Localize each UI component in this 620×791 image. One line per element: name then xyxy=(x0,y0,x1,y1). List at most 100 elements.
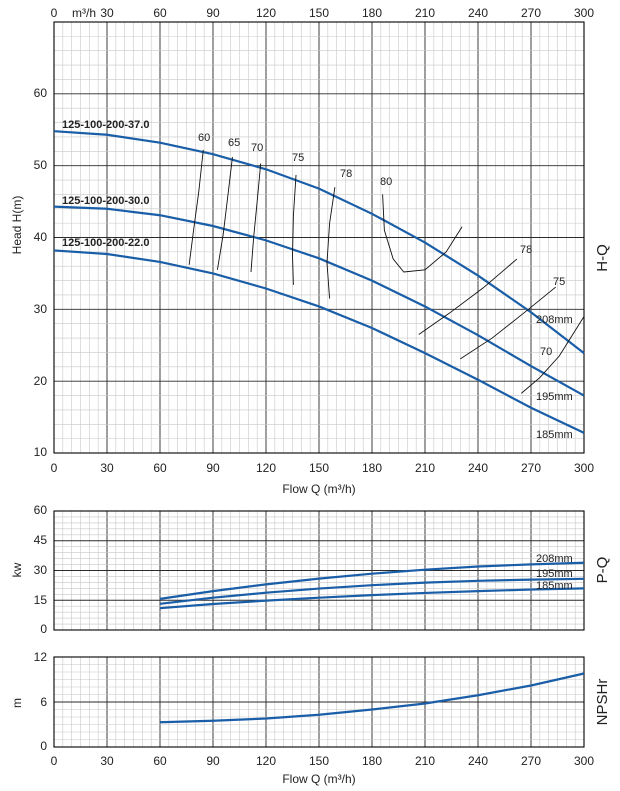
top-tick-60: 60 xyxy=(153,6,167,20)
hq-ytick-50: 50 xyxy=(34,158,48,172)
npsh-x-label: Flow Q (m³/h) xyxy=(282,772,355,786)
curve-layer xyxy=(53,130,585,724)
hq-diam-label-195: 195mm xyxy=(536,391,573,403)
panel-frame xyxy=(53,21,585,454)
eff-label-70: 70 xyxy=(251,142,263,154)
hq-xtick-240: 240 xyxy=(468,461,488,475)
top-tick-180: 180 xyxy=(362,6,382,20)
hq-ytick-40: 40 xyxy=(34,230,48,244)
hq-diam-label-208: 208mm xyxy=(536,314,573,326)
hq-xtick-120: 120 xyxy=(256,461,276,475)
series-line-h-q-0 xyxy=(53,130,585,355)
hq-panel-label: H-Q xyxy=(594,244,611,272)
npsh-xtick-120: 120 xyxy=(256,754,276,768)
hq-xtick-300: 300 xyxy=(574,461,594,475)
series-line-npshr-0 xyxy=(159,672,585,724)
hq-xtick-150: 150 xyxy=(309,461,329,475)
npsh-x-axis: 0 30 60 90 120 150 180 210 240 270 300 xyxy=(51,754,595,768)
series-line-p-q-0 xyxy=(159,561,585,600)
eff-label-75: 75 xyxy=(292,152,304,164)
pq-ytick-15: 15 xyxy=(34,593,48,607)
hq-x-axis: 0 30 60 90 120 150 180 210 240 270 300 xyxy=(51,461,595,475)
npsh-y-axis: 0 6 12 xyxy=(34,650,48,753)
npsh-xtick-60: 60 xyxy=(153,754,167,768)
top-tick-210: 210 xyxy=(415,6,435,20)
npsh-xtick-90: 90 xyxy=(206,754,220,768)
top-axis: 0 m³/h 30 60 90 120 150 180 210 240 270 … xyxy=(51,6,595,20)
efficiency-line-60-0 xyxy=(188,149,204,265)
hq-y-label: Head H(m) xyxy=(10,196,24,255)
efficiency-line-78-4 xyxy=(326,187,336,299)
series-line-p-q-1 xyxy=(159,577,585,605)
grid-layer xyxy=(53,21,585,748)
top-tick-270: 270 xyxy=(521,6,541,20)
eff-label-65: 65 xyxy=(228,137,240,149)
series-group-p-q xyxy=(159,561,585,610)
hq-ytick-30: 30 xyxy=(34,302,48,316)
pq-label-195: 195mm xyxy=(536,568,573,580)
hq-series-label-22: 125-100-200-22.0 xyxy=(62,237,149,249)
hq-xtick-90: 90 xyxy=(206,461,220,475)
pq-y-axis: 0 15 30 45 60 xyxy=(34,503,48,636)
eff-label-80: 80 xyxy=(380,176,392,188)
top-tick-120: 120 xyxy=(256,6,276,20)
npsh-xtick-300: 300 xyxy=(574,754,594,768)
hq-series-label-30: 125-100-200-30.0 xyxy=(62,195,149,207)
top-tick-300: 300 xyxy=(574,6,594,20)
top-tick-30: 30 xyxy=(100,6,114,20)
series-group-h-q xyxy=(53,130,585,434)
series-line-h-q-2 xyxy=(53,249,585,434)
efficiency-line-65-1 xyxy=(216,156,233,270)
top-tick-150: 150 xyxy=(309,6,329,20)
pq-ytick-30: 30 xyxy=(34,563,48,577)
hq-xtick-30: 30 xyxy=(100,461,114,475)
hq-ytick-10: 10 xyxy=(34,445,48,459)
pq-panel-label: P-Q xyxy=(594,557,611,584)
efficiency-line-70-8 xyxy=(520,316,585,394)
npsh-xtick-270: 270 xyxy=(521,754,541,768)
efficiency-line-80-5 xyxy=(382,194,463,273)
efficiency-line-75-3 xyxy=(292,174,297,285)
pq-y-label: kw xyxy=(10,562,24,577)
npsh-y-label: m xyxy=(10,698,24,708)
hq-series-label-37: 125-100-200-37.0 xyxy=(62,119,149,131)
pq-label-185: 185mm xyxy=(536,580,573,592)
panel-grid-h-q xyxy=(53,21,585,454)
npsh-xtick-210: 210 xyxy=(415,754,435,768)
eff-label-78-right: 78 xyxy=(520,244,532,256)
hq-y-axis: 10 20 30 40 50 60 xyxy=(34,86,48,459)
hq-xtick-180: 180 xyxy=(362,461,382,475)
eff-label-75-right: 75 xyxy=(553,276,565,288)
top-axis-unit: m³/h xyxy=(72,6,96,20)
panel-grid-p-q xyxy=(53,510,585,631)
panel-grid-npshr xyxy=(53,656,585,748)
npsh-ytick-0: 0 xyxy=(40,739,47,753)
top-tick-90: 90 xyxy=(206,6,220,20)
npsh-panel-label: NPSHr xyxy=(594,679,611,726)
npsh-xtick-180: 180 xyxy=(362,754,382,768)
panel-frame xyxy=(53,510,585,631)
pq-ytick-45: 45 xyxy=(34,533,48,547)
hq-xtick-210: 210 xyxy=(415,461,435,475)
top-tick-0: 0 xyxy=(51,6,58,20)
eff-label-70-right: 70 xyxy=(540,346,552,358)
hq-xtick-270: 270 xyxy=(521,461,541,475)
pq-ytick-60: 60 xyxy=(34,503,48,517)
pq-ytick-0: 0 xyxy=(40,622,47,636)
npsh-xtick-0: 0 xyxy=(51,754,58,768)
series-group-npshr xyxy=(159,672,585,724)
hq-x-label: Flow Q (m³/h) xyxy=(282,482,355,496)
efficiency-line-75-7 xyxy=(460,286,557,360)
npsh-xtick-240: 240 xyxy=(468,754,488,768)
pq-label-208: 208mm xyxy=(536,553,573,565)
panel-frame xyxy=(53,656,585,748)
hq-ytick-20: 20 xyxy=(34,374,48,388)
efficiency-line-70-2 xyxy=(250,163,262,273)
top-tick-240: 240 xyxy=(468,6,488,20)
series-line-p-q-2 xyxy=(159,587,585,610)
hq-xtick-0: 0 xyxy=(51,461,58,475)
npsh-xtick-30: 30 xyxy=(100,754,114,768)
hq-ytick-60: 60 xyxy=(34,86,48,100)
series-line-h-q-1 xyxy=(53,205,585,397)
